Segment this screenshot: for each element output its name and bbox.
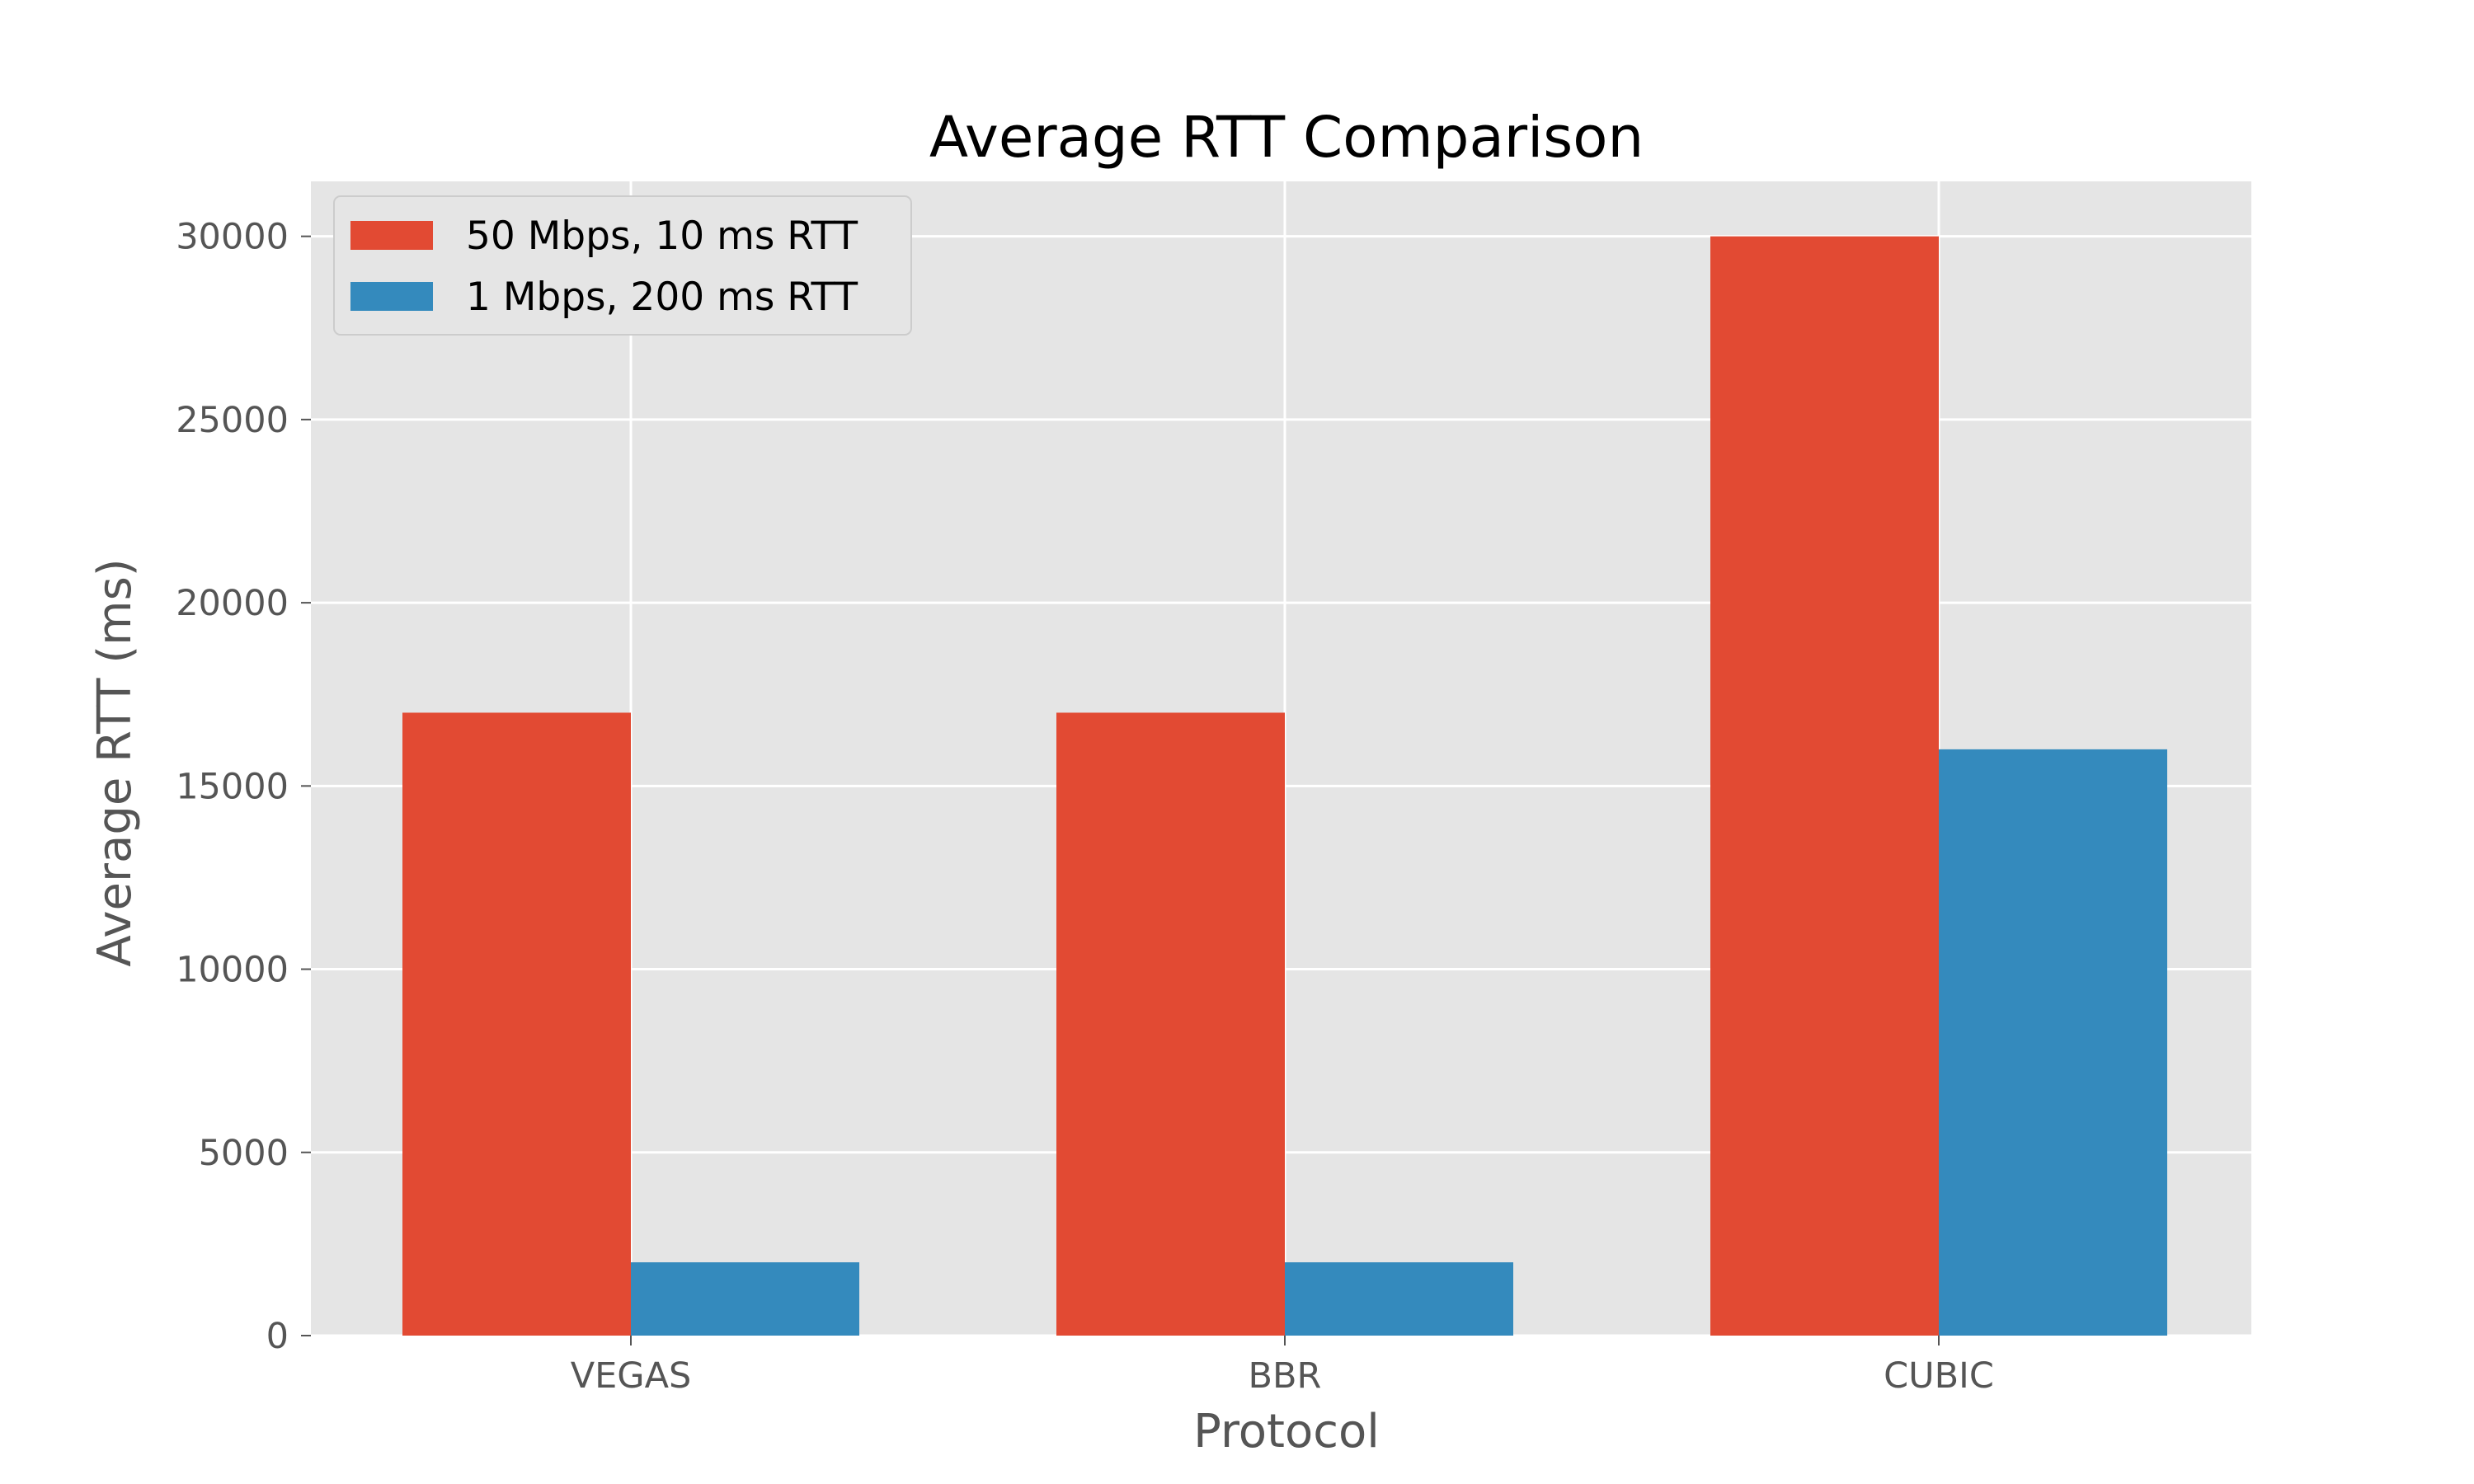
legend-label: 1 Mbps, 200 ms RTT	[466, 275, 858, 320]
y-tick-label: 10000	[176, 950, 289, 991]
bar-bbr-series-1	[1285, 1262, 1513, 1336]
y-tick-label: 25000	[176, 400, 289, 441]
legend-label: 50 Mbps, 10 ms RTT	[466, 214, 858, 259]
legend-swatch	[350, 221, 433, 250]
bar-cubic-series-1	[1939, 749, 2167, 1336]
y-tick-label: 0	[266, 1316, 289, 1357]
y-axis-label: Average RTT (ms)	[88, 558, 142, 966]
legend-box	[333, 195, 912, 336]
bar-cubic-series-0	[1710, 236, 1939, 1336]
bars	[402, 236, 2167, 1336]
chart-title: Average RTT Comparison	[929, 105, 1644, 171]
bar-bbr-series-0	[1056, 712, 1285, 1336]
bar-vegas-series-1	[631, 1262, 859, 1336]
x-axis-ticks: VEGAS BBR CUBIC	[571, 1336, 1994, 1397]
y-tick-label: 15000	[176, 766, 289, 807]
x-tick-label: VEGAS	[571, 1355, 692, 1397]
bar-vegas-series-0	[402, 712, 631, 1336]
x-tick-label: BBR	[1249, 1355, 1322, 1397]
x-axis-label: Protocol	[1193, 1405, 1380, 1458]
legend-swatch	[350, 282, 433, 311]
y-axis-ticks: 0 5000 10000 15000 20000 25000 30000	[176, 217, 311, 1357]
y-tick-label: 5000	[199, 1133, 289, 1174]
x-tick-label: CUBIC	[1884, 1355, 1994, 1397]
y-tick-label: 30000	[176, 217, 289, 258]
legend: 50 Mbps, 10 ms RTT 1 Mbps, 200 ms RTT	[333, 195, 912, 336]
y-tick-label: 20000	[176, 583, 289, 624]
